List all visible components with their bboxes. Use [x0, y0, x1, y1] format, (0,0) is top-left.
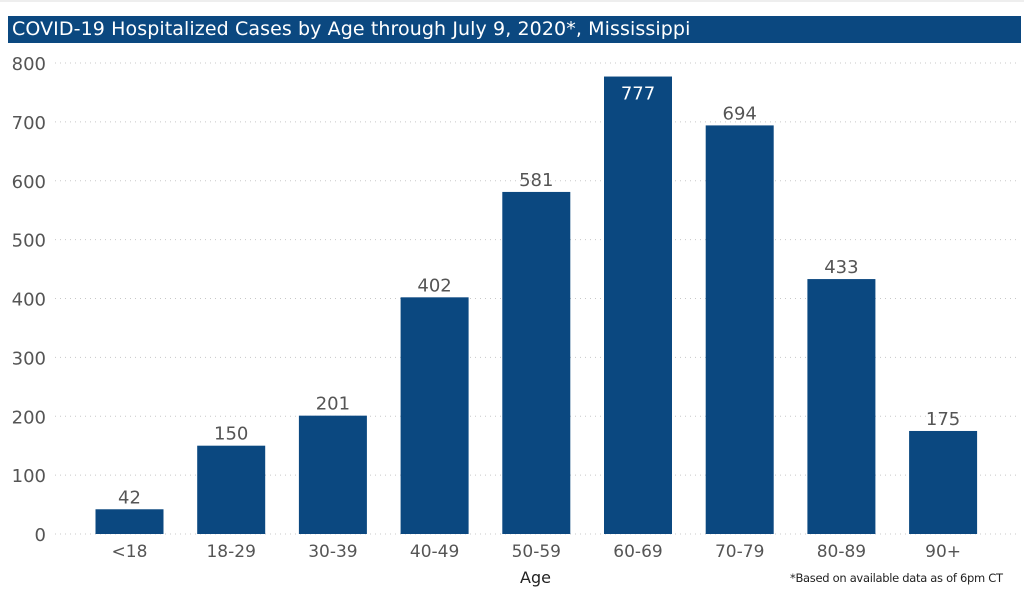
y-tick-label: 200	[12, 407, 46, 428]
data-label: 777	[621, 84, 655, 105]
y-tick-label: 700	[12, 113, 46, 134]
data-label: 201	[316, 394, 350, 415]
bar-30-39[interactable]	[298, 415, 367, 534]
x-tick-label: 80-89	[817, 542, 866, 562]
data-label: 175	[926, 409, 960, 430]
y-tick-label: 800	[12, 54, 46, 75]
data-label: 150	[214, 424, 248, 445]
x-tick-label: 60-69	[613, 542, 662, 562]
data-label: 433	[824, 257, 858, 278]
bar-80-89[interactable]	[807, 279, 876, 534]
x-tick-label: 40-49	[410, 542, 459, 562]
y-tick-label: 500	[12, 231, 46, 252]
bar-90+[interactable]	[909, 430, 978, 534]
top-divider	[0, 0, 1024, 2]
chart-title: COVID-19 Hospitalized Cases by Age throu…	[12, 18, 691, 40]
x-tick-label: 30-39	[308, 542, 357, 562]
x-tick-label: 90+	[925, 542, 961, 562]
bar-<18[interactable]	[95, 509, 164, 534]
bar-18-29[interactable]	[197, 445, 266, 534]
data-label: 694	[723, 103, 757, 124]
bar-60-69[interactable]	[604, 76, 672, 534]
data-label: 402	[417, 275, 451, 296]
data-label: 42	[118, 487, 141, 508]
x-tick-label: <18	[112, 542, 148, 562]
chart-title-bar: COVID-19 Hospitalized Cases by Age throu…	[8, 16, 1021, 43]
y-tick-label: 300	[12, 348, 46, 369]
y-tick-label: 600	[12, 172, 46, 193]
y-tick-label: 400	[12, 290, 46, 311]
y-tick-label: 0	[35, 525, 46, 546]
x-axis-label: Age	[520, 568, 551, 587]
x-tick-label: 50-59	[512, 542, 561, 562]
footnote: *Based on available data as of 6pm CT	[790, 571, 1003, 585]
x-tick-label: 18-29	[206, 542, 255, 562]
bar-50-59[interactable]	[502, 191, 571, 534]
y-tick-label: 100	[12, 466, 46, 487]
x-tick-label: 70-79	[715, 542, 764, 562]
bar-70-79[interactable]	[705, 125, 774, 534]
data-label: 581	[519, 170, 553, 191]
bar-40-49[interactable]	[400, 297, 469, 534]
